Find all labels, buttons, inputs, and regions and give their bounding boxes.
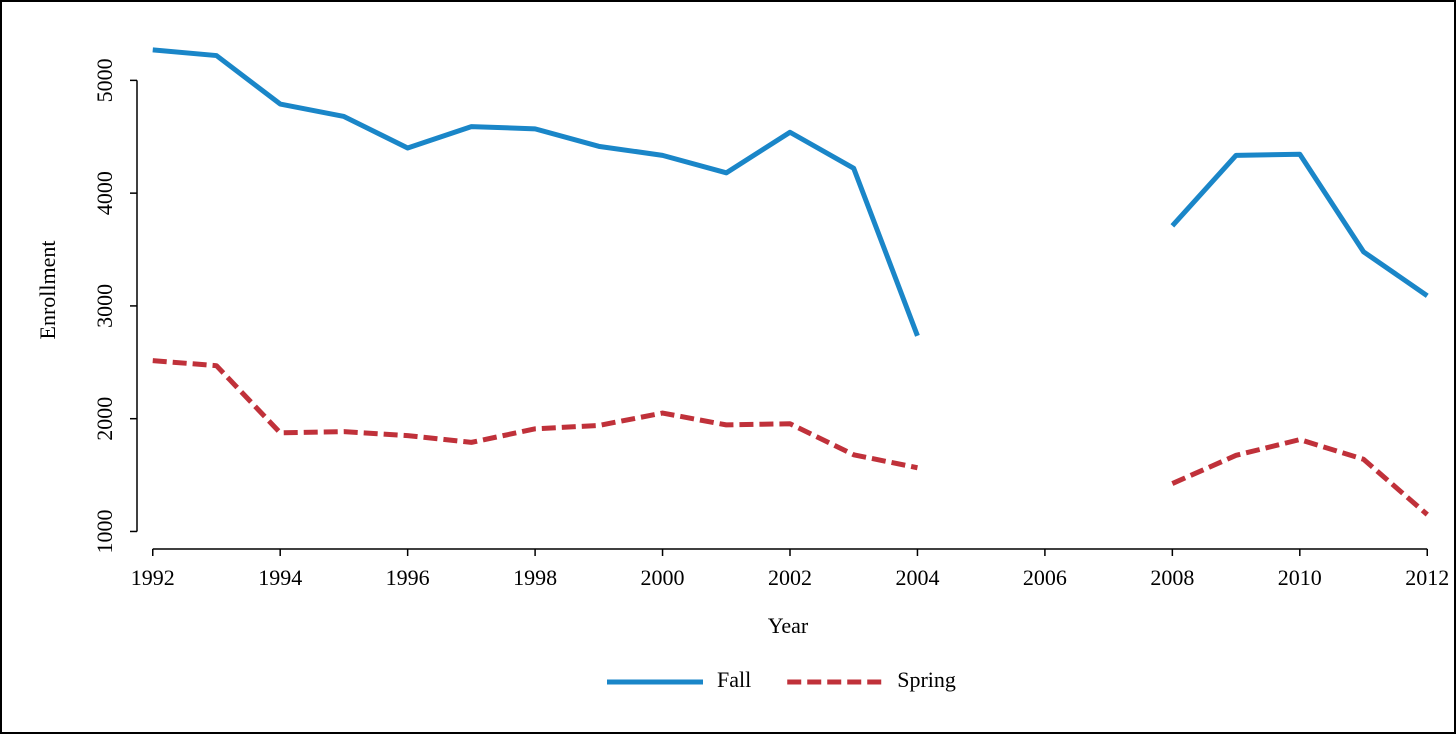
x-tick-label: 2006 bbox=[1023, 565, 1067, 590]
x-tick-label: 2012 bbox=[1405, 565, 1449, 590]
x-tick-label: 1994 bbox=[258, 565, 302, 590]
y-tick-label: 3000 bbox=[92, 284, 117, 328]
x-tick-label: 1998 bbox=[513, 565, 557, 590]
series-line bbox=[152, 358, 1429, 517]
y-tick-label: 1000 bbox=[92, 509, 117, 553]
series-line bbox=[152, 47, 1429, 337]
legend-label: Fall bbox=[717, 667, 751, 692]
x-axis-title: Year bbox=[768, 613, 809, 638]
y-tick-label: 4000 bbox=[92, 171, 117, 215]
x-tick-label: 2000 bbox=[641, 565, 685, 590]
x-tick-label: 2002 bbox=[768, 565, 812, 590]
x-tick-label: 2004 bbox=[895, 565, 939, 590]
y-tick-label: 5000 bbox=[92, 58, 117, 102]
x-tick-label: 1992 bbox=[131, 565, 175, 590]
legend-label: Spring bbox=[897, 667, 956, 692]
x-tick-label: 2008 bbox=[1150, 565, 1194, 590]
y-tick-label: 2000 bbox=[92, 397, 117, 441]
x-tick-label: 1996 bbox=[386, 565, 430, 590]
x-tick-label: 2010 bbox=[1278, 565, 1322, 590]
y-axis-title: Enrollment bbox=[35, 241, 60, 340]
